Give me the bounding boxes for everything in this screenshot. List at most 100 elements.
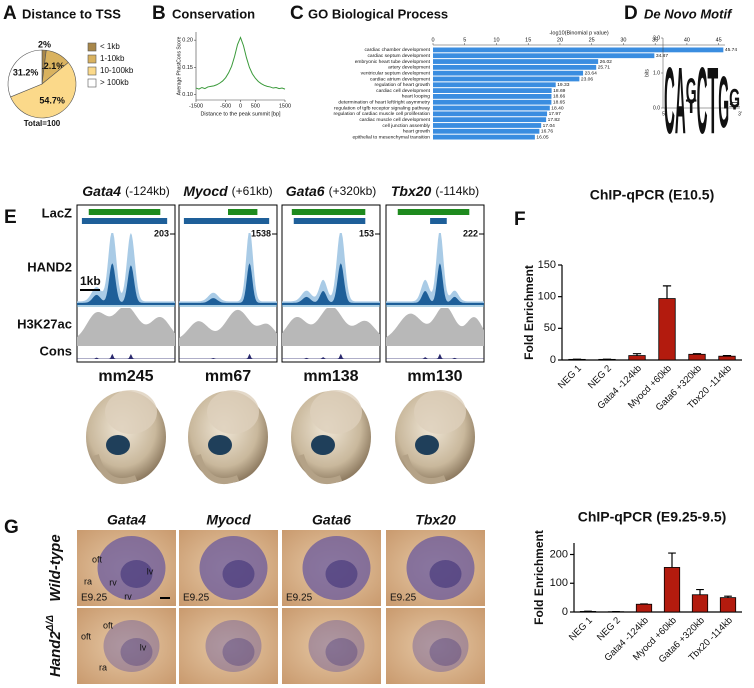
enhancer-name: mm245 — [98, 368, 153, 385]
ish-image — [179, 608, 278, 684]
x-tick-label: 20 — [557, 37, 563, 43]
gene-name: Gata6 — [286, 183, 325, 199]
y-tick-label: 0.0 — [653, 105, 660, 111]
hand2-signal-light — [77, 233, 175, 305]
x-tick-label: -500 — [220, 103, 231, 109]
legend-label: 10-100kb — [100, 66, 134, 75]
start-label: 5' — [662, 111, 666, 117]
bar — [691, 594, 709, 613]
gene-offset: (-124kb) — [125, 184, 170, 198]
bar — [433, 128, 540, 134]
anatomy-label: oft — [81, 631, 92, 641]
h3k27ac-signal — [179, 309, 277, 346]
tail — [195, 454, 240, 485]
gene-header: Myocd (+61kb) — [183, 183, 272, 199]
error-bar — [722, 354, 732, 357]
panel-letter: B — [152, 3, 166, 24]
anatomy-label: lv — [147, 566, 154, 576]
y-tick-label: 0 — [562, 606, 568, 618]
hand2-signal — [179, 263, 277, 305]
lacz-stain — [106, 435, 130, 455]
tail — [93, 454, 138, 485]
gene-header: Tbx20 — [415, 512, 456, 528]
track-max: 153 — [359, 228, 374, 238]
value-label: 18.65 — [553, 100, 566, 106]
x-tick-label: 0 — [431, 37, 434, 43]
bar — [433, 76, 580, 82]
heart-stain — [412, 620, 469, 672]
panel-letter: C — [290, 3, 304, 24]
y-tick-label: 0.15 — [182, 65, 193, 71]
track-label: LacZ — [42, 205, 72, 220]
y-tick-label: 100 — [550, 577, 568, 589]
bar — [433, 99, 552, 105]
motif-letter: C — [729, 101, 740, 107]
x-tick-label: 40 — [684, 37, 690, 43]
category-label: regulation of cardiac muscle cell prolif… — [333, 111, 430, 117]
stage-label: E9.25 — [390, 593, 417, 604]
slice-label: 12.1% — [39, 61, 65, 71]
lacz-region — [397, 209, 470, 215]
gene-name: Myocd — [183, 183, 228, 199]
category-label: artery development — [388, 65, 431, 71]
ish-image — [386, 608, 485, 684]
bar — [433, 59, 599, 64]
bar — [719, 597, 737, 613]
track-label: Cons — [40, 343, 73, 358]
legend-swatch — [87, 42, 97, 52]
hand2-signal — [77, 263, 175, 305]
motif-letter: A — [675, 49, 686, 154]
bar — [433, 64, 597, 70]
value-label: 23.64 — [585, 70, 598, 76]
total-label: Total=100 — [24, 119, 61, 128]
line-series — [195, 36, 286, 90]
x-tick-label: NEG 1 — [567, 615, 595, 643]
chart-title: De Novo Motif — [644, 6, 733, 21]
y-axis-label: Average PhastCons Score — [176, 36, 182, 95]
scale-label: 1kb — [80, 274, 101, 288]
gene-header: Gata4 (-124kb) — [82, 183, 170, 199]
row-label-main: Wild-type — [47, 534, 64, 601]
y-tick-label: 100 — [538, 291, 556, 303]
x-tick-label: 30 — [620, 37, 626, 43]
row-label: Hand2Δ/Δ — [45, 615, 64, 677]
anatomy-label: ra — [84, 576, 92, 586]
embryo-head — [414, 390, 466, 434]
bar — [433, 134, 535, 140]
category-label: cell junction assembly — [382, 123, 430, 129]
gene-offset: (+320kb) — [329, 184, 377, 198]
hand2-signal-light — [386, 233, 484, 305]
value-label: 17.82 — [548, 117, 561, 123]
heart-stain-dark — [429, 638, 462, 666]
panel-letter: F — [514, 209, 526, 230]
lacz-stain — [311, 435, 335, 455]
y-tick-label: 150 — [538, 259, 556, 271]
hand2-region — [81, 218, 168, 224]
heart-stain-dark — [120, 638, 153, 666]
y-tick-label: 2.0 — [653, 35, 660, 41]
legend-swatch — [87, 66, 97, 76]
motif-letter: C — [664, 49, 675, 154]
gene-header: Gata6 (+320kb) — [286, 183, 377, 199]
ish-image — [282, 608, 381, 684]
category-label: regulation of tgfb receptor signaling pa… — [334, 105, 431, 111]
bar — [433, 111, 548, 117]
anatomy-label: oft — [92, 554, 103, 564]
category-label: heart looping — [402, 94, 431, 100]
embryo-head — [207, 390, 259, 434]
enhancer-name: mm67 — [205, 368, 251, 385]
motif-letter: T — [729, 105, 740, 110]
bar — [718, 355, 736, 361]
heart-stain — [308, 620, 365, 672]
motif-letter: T — [707, 49, 718, 154]
error-bar — [696, 588, 704, 595]
bar — [433, 53, 655, 59]
stage-label: E9.25 — [286, 593, 313, 604]
value-label: 18.66 — [553, 94, 566, 100]
heart-stain — [205, 620, 262, 672]
lacz-region — [228, 209, 258, 215]
heart-stain-dark — [222, 638, 255, 666]
panel-letter: A — [3, 3, 17, 24]
hand2-region — [430, 218, 447, 224]
value-label: 16.76 — [541, 129, 554, 135]
